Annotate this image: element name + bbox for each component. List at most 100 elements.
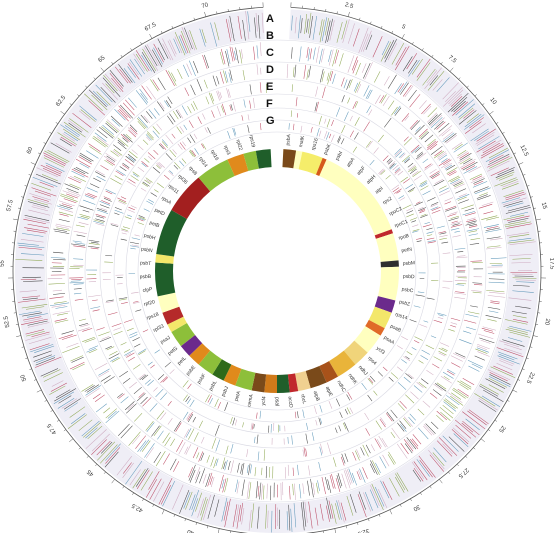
track-mark [463,166,478,174]
track-mark [385,174,391,180]
track-mark [455,291,465,293]
track-mark [304,501,308,523]
track-mark [152,79,160,91]
track-mark [88,89,107,108]
track-mark [135,50,150,72]
scale-tick [380,26,383,29]
track-mark [96,136,109,146]
track-mark [189,30,197,50]
track-mark [138,348,147,354]
track-mark [67,414,87,429]
gene-segment [354,326,381,353]
track-mark [160,392,168,401]
track-mark [67,119,84,131]
track-mark [58,200,75,207]
track-mark [413,305,421,308]
scale-tick-label: 70 [201,2,210,10]
track-mark [43,369,61,378]
track-mark [15,259,43,261]
track-mark [167,96,173,105]
track-mark [108,353,120,360]
gene-label: rpl36 [176,174,188,186]
scale-tick [142,498,144,502]
track-mark [184,87,190,96]
track-mark [25,217,50,223]
track-mark [34,190,52,197]
track-mark [202,54,208,69]
track-mark [407,162,414,168]
track-mark [426,297,435,300]
track-mark [427,138,436,147]
track-mark [119,108,128,118]
track-mark [144,158,150,163]
track-mark [185,491,193,510]
track-guide [45,39,509,503]
track-mark [307,48,311,62]
track-mark [411,58,423,75]
track-mark [341,473,347,489]
track-mark [167,115,174,125]
track-mark [382,366,388,372]
track-mark [191,498,199,517]
gene-segment [243,150,259,172]
track-mark [87,245,100,248]
track-mark [427,114,438,124]
track-mark [157,374,165,380]
track-mark [125,460,143,485]
gene-label: rpl22 [234,139,243,152]
track-mark [428,113,442,126]
track-mark [490,300,500,303]
scale-tick [465,455,468,458]
track-mark [241,115,244,121]
track-mark [159,102,165,110]
gene-segment [277,374,290,393]
track-mark [394,188,402,194]
gene-segment [155,262,176,297]
track-mark [509,253,533,257]
track-mark [512,277,537,279]
track-mark [127,63,140,80]
scale-tick-label: 25 [497,424,506,433]
track-mark [199,28,206,47]
track-mark [490,167,509,177]
scale-tick [69,438,74,443]
track-mark [390,372,399,379]
track-mark [160,484,171,505]
track-mark [85,385,102,396]
gene-segment [343,340,368,365]
track-mark [363,121,370,132]
track-mark [346,495,354,516]
track-mark [217,90,222,100]
track-mark [188,428,195,440]
scale-tick [449,67,454,72]
track-mark [457,388,469,397]
track-mark [403,136,409,142]
track-mark [424,164,434,171]
track-mark [149,403,158,412]
track-mark [488,384,504,393]
track-mark [300,125,303,133]
track-mark [354,117,360,126]
track-mark [434,178,444,184]
track-mark [122,102,135,116]
scale-tick [535,323,539,325]
track-mark [367,89,373,99]
track-mark [25,306,45,310]
track-mark [204,54,209,69]
track-mark [438,437,458,456]
track-mark [146,86,156,100]
track-mark [468,409,489,425]
track-mark [95,218,105,222]
track-mark [212,75,217,87]
track-mark [156,101,165,112]
track-mark [137,166,145,172]
track-mark [157,47,165,61]
track-mark [44,150,68,164]
track-mark [63,198,77,204]
track-mark [79,162,90,169]
track-mark [453,100,466,113]
track-mark [515,279,536,281]
track-mark [402,84,412,97]
track-mark [49,302,70,307]
track-mark [466,217,476,221]
